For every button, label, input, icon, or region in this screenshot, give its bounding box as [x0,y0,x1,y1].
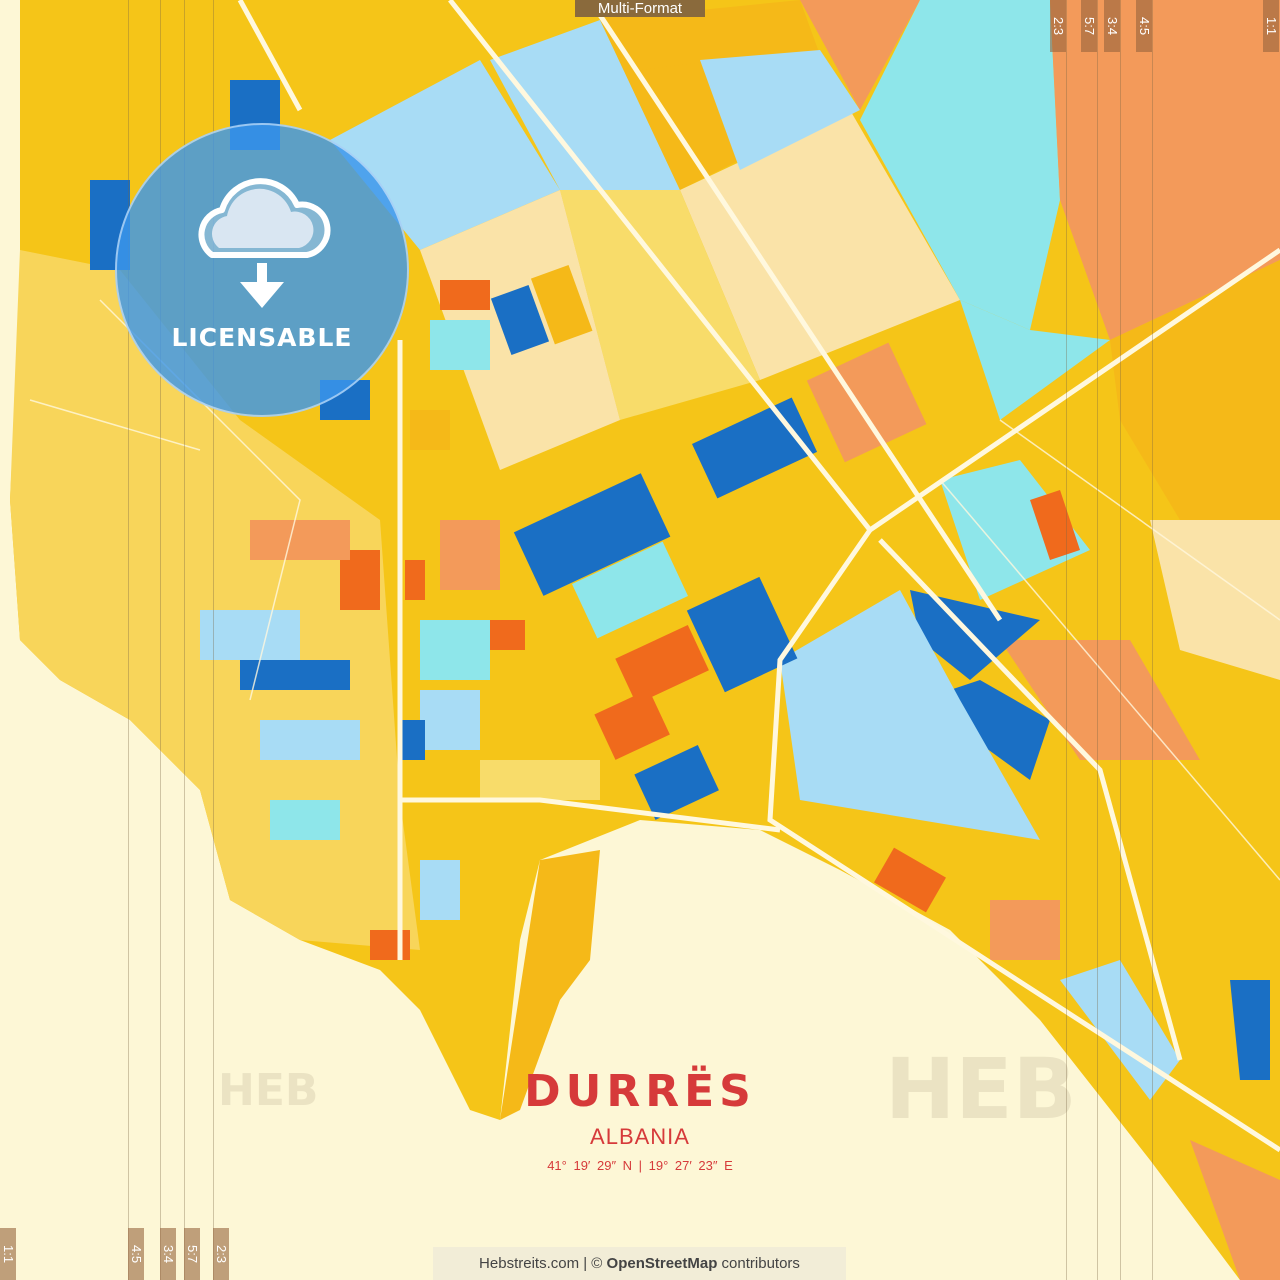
osm-link[interactable]: OpenStreetMap [606,1255,718,1272]
ratio-tag-4-5: 4:5 [128,1228,144,1280]
contributors-text: contributors [717,1255,800,1272]
ratio-tag-2-3: 2:3 [213,1228,229,1280]
licensable-badge[interactable]: LICENSABLE [115,123,409,417]
multi-format-label: Multi-Format [575,0,705,17]
crop-guide-line [1152,0,1153,1280]
attribution-footer: Hebstreits.com | © OpenStreetMap contrib… [433,1247,846,1280]
ratio-tag-1-1: 1:1 [0,1228,16,1280]
ratio-tag-2-3: 2:3 [1050,0,1066,52]
crop-guide-line [1066,0,1067,1280]
ratio-tag-3-4: 3:4 [160,1228,176,1280]
ratio-tag-4-5: 4:5 [1136,0,1152,52]
crop-guide-line [184,0,185,1280]
crop-guide-line [213,0,214,1280]
crop-guide-line [160,0,161,1280]
cloud-download-icon [198,178,331,308]
watermark: HEB [218,1065,319,1116]
coordinates: 41° 19′ 29″ N | 19° 27′ 23″ E [547,1158,733,1173]
ratio-tag-5-7: 5:7 [184,1228,200,1280]
ratio-tag-5-7: 5:7 [1081,0,1097,52]
crop-guide-line [1120,0,1121,1280]
site-link[interactable]: Hebstreits.com [479,1255,580,1272]
ratio-tag-1-1: 1:1 [1263,0,1279,52]
ratio-tag-3-4: 3:4 [1104,0,1120,52]
city-title: DURRËS [524,1066,756,1117]
badge-label: LICENSABLE [171,323,353,352]
watermark-large: HEB [885,1040,1077,1138]
city-blocks [90,80,1060,960]
crop-guide-line [128,0,129,1280]
country-subtitle: ALBANIA [590,1124,690,1149]
roads [237,0,1280,1153]
crop-guide-line [1097,0,1098,1280]
separator: | © [579,1255,607,1272]
